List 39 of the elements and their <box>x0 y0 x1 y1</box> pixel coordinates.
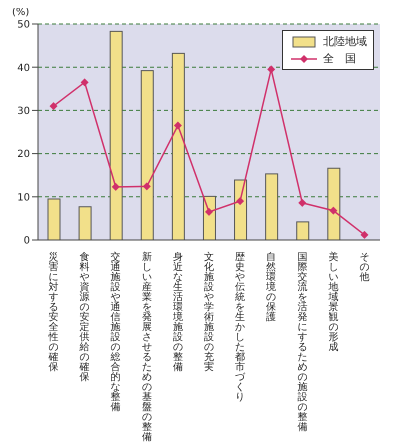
point <box>112 182 120 191</box>
point <box>205 208 213 216</box>
category-label: 食料や資源の安定供給の確保 <box>80 252 90 383</box>
point <box>267 65 276 74</box>
point <box>298 198 306 207</box>
point <box>174 122 182 130</box>
bar <box>172 52 185 240</box>
category-label: 身近な生活環境施設の整備 <box>172 252 183 373</box>
bar <box>234 179 248 240</box>
category-label: 災害に対する安全性の確保 <box>48 252 59 373</box>
bar <box>110 30 123 240</box>
y-tick-label: 50 <box>17 20 30 31</box>
x-tick-label: その他 <box>359 252 370 283</box>
y-tick-label: 10 <box>17 192 30 204</box>
legend-label: 全 国 <box>323 51 356 67</box>
point <box>80 78 89 86</box>
category-label: 文化施設や学術施設の充実 <box>204 252 214 373</box>
category-label: 交通施設や通信施設の総合的な整備 <box>110 252 121 413</box>
category-label: 新しい産業を発展させるための基盤の整備 <box>142 252 152 443</box>
category-label: 美しい地域景観の形成 <box>328 252 338 353</box>
y-tick-label: 40 <box>17 62 30 74</box>
bar <box>78 206 92 240</box>
point <box>236 197 244 206</box>
category-label: 歴史や伝統を生かした都市づくり <box>235 252 246 403</box>
y-tick-label: 0 <box>24 236 30 247</box>
y-tick-label: 20 <box>17 149 30 160</box>
category-label: 国際交流を活発にするための施設の整備 <box>297 252 308 433</box>
bar <box>327 168 340 240</box>
point <box>360 230 368 239</box>
x-tick-label: 自然環境の保護 <box>265 251 276 323</box>
point <box>329 206 338 215</box>
bar <box>140 70 154 240</box>
legend-label: 北陸地域 <box>323 34 367 50</box>
bar <box>48 198 60 240</box>
y-tick-label: 30 <box>17 106 30 117</box>
bar <box>265 173 278 240</box>
point <box>142 182 151 190</box>
bar <box>296 221 310 240</box>
point <box>50 102 58 110</box>
